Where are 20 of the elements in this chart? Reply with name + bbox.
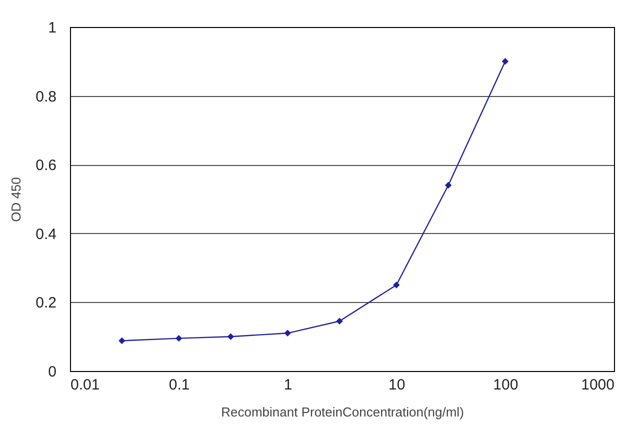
point	[118, 337, 126, 344]
y-tick-label: 0.4	[36, 226, 56, 243]
point	[502, 58, 509, 65]
x-tick-label: 10	[388, 376, 406, 394]
x-tick-label: 1	[284, 376, 292, 394]
x-axis-title: Recombinant ProteinConcentration(ng/ml)	[221, 404, 464, 420]
point	[393, 282, 400, 288]
y-tick-label: 0.8	[36, 88, 56, 106]
point	[227, 333, 234, 340]
x-tick-label: 100	[493, 376, 518, 394]
y-axis-title: OD 450	[8, 177, 24, 222]
y-tick-label: 0.2	[36, 294, 56, 312]
y-tick-label: 0	[48, 364, 56, 380]
y-tick-label: 1	[48, 20, 56, 36]
point	[284, 330, 291, 337]
point	[336, 318, 343, 324]
x-tick-label: 0.1	[168, 376, 190, 394]
y-tick-label: 0.6	[36, 157, 56, 174]
x-tick-label: 0.01	[70, 376, 100, 394]
x-tick-label: 1000	[581, 376, 614, 394]
